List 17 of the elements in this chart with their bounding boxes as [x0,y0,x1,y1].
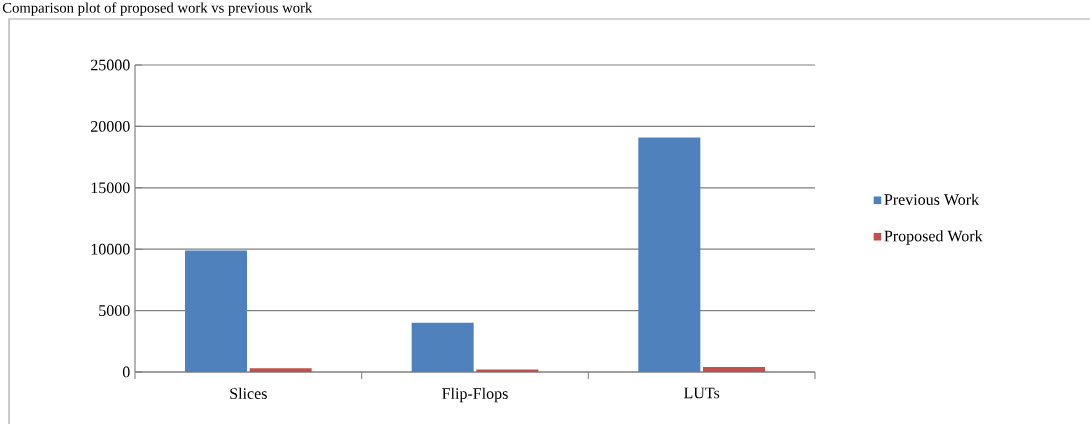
bar [249,368,312,372]
bar [185,250,248,372]
legend-label: Proposed Work [884,230,983,245]
legend-label: Previous Work [884,193,980,206]
x-tick-label: Slices [230,387,267,399]
bar [638,137,701,372]
bar [411,322,474,372]
y-tick-label: 0 [122,366,130,378]
y-tick-label: 20000 [91,120,130,132]
chart-title: Comparison plot of proposed work vs previous work [2,2,313,16]
bar [703,367,765,372]
y-tick-label: 10000 [91,243,130,255]
y-tick-label: 25000 [91,59,130,71]
y-tick-label: 15000 [91,182,130,194]
x-tick-label: LUTs [684,387,720,399]
y-tick-label: 5000 [99,305,130,316]
x-tick-label: Flip-Flops [442,387,508,403]
